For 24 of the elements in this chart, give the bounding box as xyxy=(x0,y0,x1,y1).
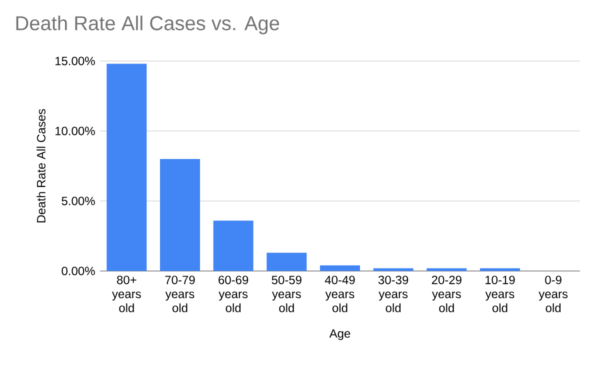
x-axis-title: Age xyxy=(329,329,350,340)
bar xyxy=(160,158,200,271)
y-tick-label: 15.00% xyxy=(56,56,95,66)
y-tick-label: 0.00% xyxy=(62,266,95,276)
chart-title: Death Rate All Cases vs. Age xyxy=(16,16,280,34)
bar xyxy=(213,220,254,271)
x-tick-label: 30-39 years old xyxy=(378,276,408,312)
x-tick-label: 40-49 years old xyxy=(324,276,355,312)
bar xyxy=(106,64,147,271)
y-axis-title: Death Rate All Cases xyxy=(36,109,46,222)
x-tick-label: 10-19 years old xyxy=(485,276,515,312)
x-tick-label: 60-69 years old xyxy=(218,276,248,312)
bar xyxy=(266,252,307,271)
x-tick-label: 0-9 years old xyxy=(538,276,568,312)
bar xyxy=(480,268,520,271)
y-tick-label: 10.00% xyxy=(56,126,95,136)
bar xyxy=(426,268,467,271)
x-tick-label: 20-29 years old xyxy=(432,276,462,312)
x-tick-label: 70-79 years old xyxy=(165,276,195,312)
x-tick-label: 80+ years old xyxy=(112,276,141,312)
x-tick-label: 50-59 years old xyxy=(272,276,302,312)
y-tick-label: 5.00% xyxy=(62,196,95,206)
bar xyxy=(320,265,360,271)
bar xyxy=(373,268,414,271)
